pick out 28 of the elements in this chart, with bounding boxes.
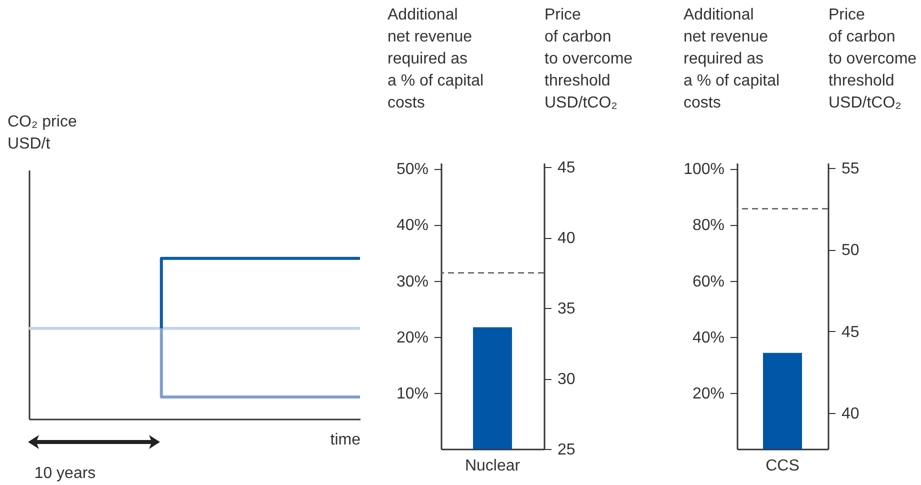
text: 10 years — [34, 465, 96, 482]
y2-axis-title: Price of carbon to overcome threshold USD/tCO₂ — [544, 6, 633, 112]
y-tick-label: 20% — [396, 329, 428, 346]
y2-tick-label: 45 — [842, 324, 860, 341]
y2-tick-label: 35 — [558, 300, 576, 318]
y-tick-label: 100% — [684, 161, 724, 178]
x-tick-label: Nuclear — [464, 458, 521, 474]
y-axis-title: Additional net revenue required as a % of capital costs — [388, 6, 484, 112]
y2-tick-label: 40 — [842, 406, 860, 423]
y-tick-label: 40% — [692, 329, 724, 346]
x-axis-title: time — [330, 432, 361, 448]
y2-tick-label: 55 — [842, 160, 860, 178]
y2-tick-label: 50 — [842, 242, 860, 260]
y-axis-title: Additional net revenue required as a % of capital costs — [684, 6, 780, 112]
y-tick-label: 20% — [692, 385, 724, 402]
y2-tick-label: 30 — [558, 371, 576, 388]
y-tick-label: 50% — [396, 161, 428, 178]
x-tick-label: CCS — [766, 458, 800, 474]
y-tick-label: 80% — [692, 217, 724, 234]
y-tick-label: 10% — [396, 385, 428, 402]
y-tick-label: 30% — [396, 273, 428, 290]
y2-tick-label: 40 — [558, 230, 576, 248]
y2-axis-title: Price of carbon to overcome threshold USD/tCO₂ — [828, 6, 917, 112]
y-tick-label: 60% — [692, 273, 724, 290]
y2-tick-label: 25 — [558, 442, 576, 458]
y2-tick-label: 45 — [558, 160, 576, 177]
y-axis-title: CO₂ price USD/t — [8, 114, 77, 152]
y-tick-label: 40% — [396, 217, 428, 234]
